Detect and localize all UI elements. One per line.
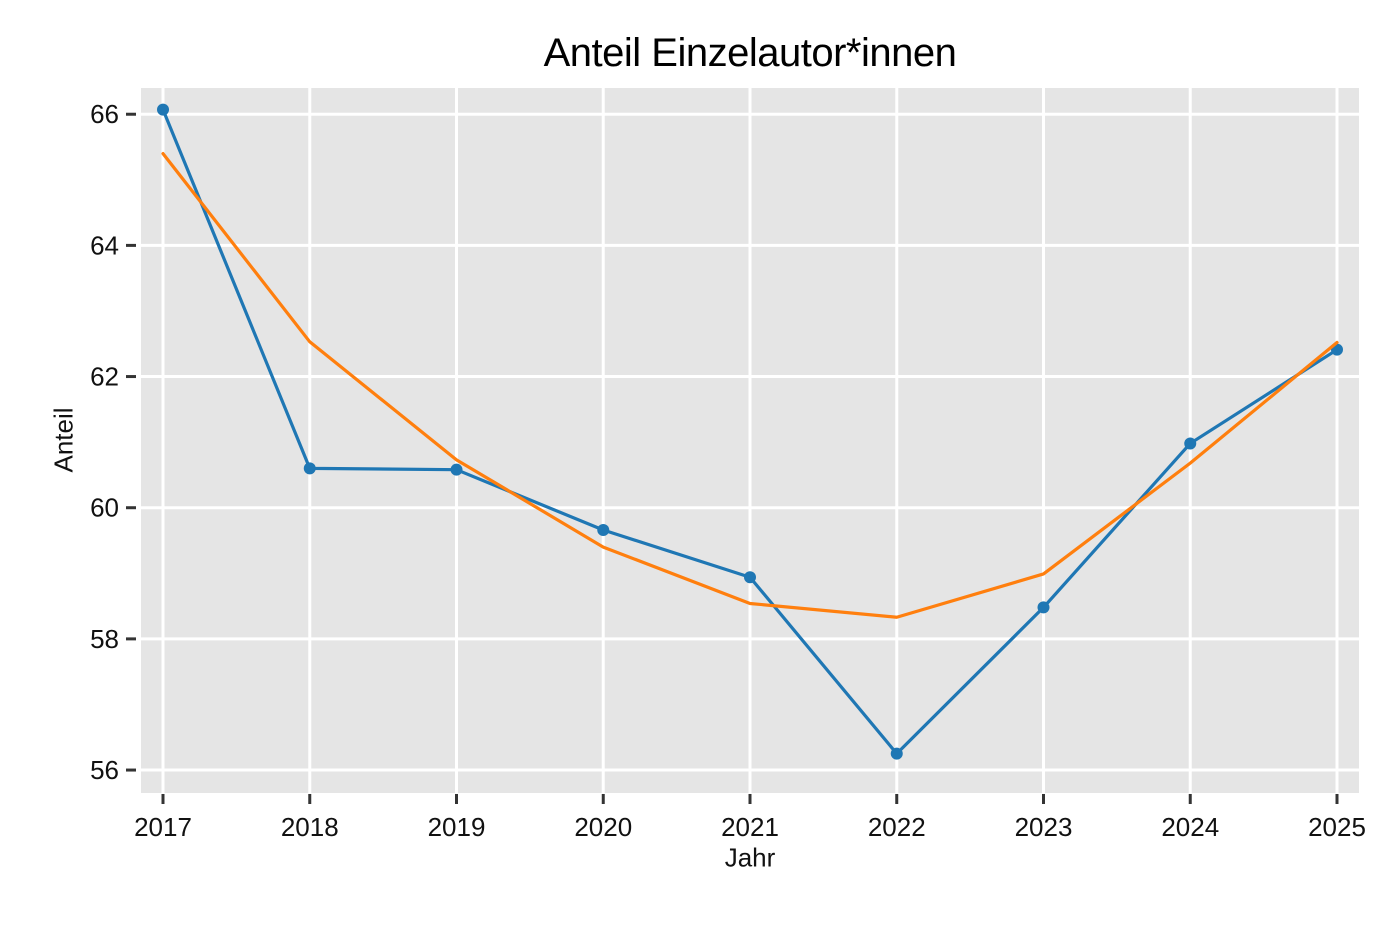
y-tick-label: 64 — [90, 230, 119, 260]
blue-line-with-markers-marker — [1037, 601, 1050, 614]
x-tick-label: 2025 — [1308, 812, 1366, 842]
blue-line-with-markers-marker — [157, 103, 170, 116]
x-tick-label: 2020 — [574, 812, 632, 842]
x-tick-label: 2017 — [134, 812, 192, 842]
blue-line-with-markers-marker — [303, 462, 316, 475]
orange-trend-line — [161, 151, 1339, 619]
x-tick-label: 2018 — [281, 812, 339, 842]
x-tick-label: 2024 — [1161, 812, 1219, 842]
blue-line-with-markers-marker — [890, 747, 903, 760]
y-tick-label: 58 — [90, 624, 119, 654]
y-tick-label: 60 — [90, 493, 119, 523]
x-tick-label: 2023 — [1015, 812, 1073, 842]
blue-line-with-markers-marker — [1184, 437, 1197, 450]
chart-title: Anteil Einzelautor*innen — [543, 31, 957, 75]
y-tick-label: 56 — [90, 755, 119, 785]
blue-line-with-markers-marker — [744, 571, 756, 584]
blue-line-with-markers-marker — [597, 524, 610, 537]
x-axis-label: Jahr — [724, 842, 776, 873]
x-tick-label: 2022 — [868, 812, 926, 842]
blue-line-with-markers-marker — [450, 463, 463, 476]
y-tick-label: 66 — [90, 99, 119, 129]
x-tick-label: 2021 — [721, 812, 779, 842]
x-tick-label: 2019 — [428, 812, 486, 842]
y-tick-label: 62 — [90, 362, 119, 392]
